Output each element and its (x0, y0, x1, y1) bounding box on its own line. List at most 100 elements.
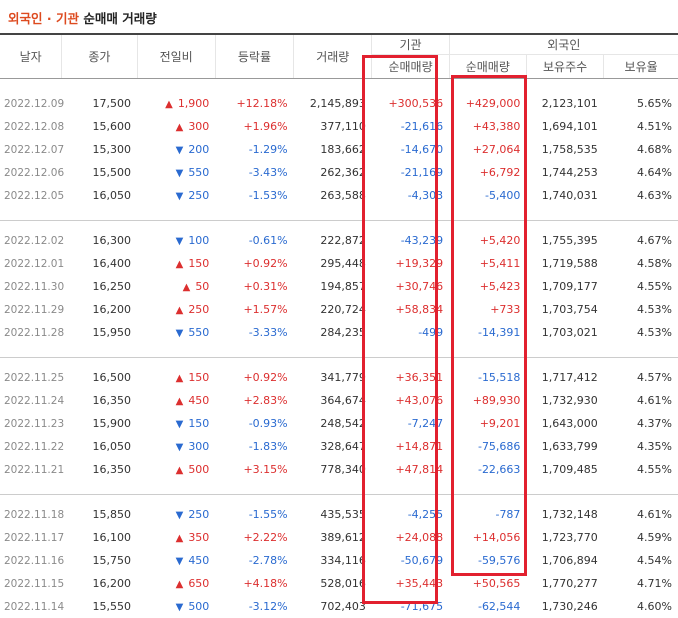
cell-hold-ratio: 4.55% (637, 463, 672, 476)
header-foreign: 외국인 (449, 34, 678, 55)
table-row: 2022.12.09 17,500 ▲ 1,900 +12.18% 2,145,893 +3… (0, 92, 678, 115)
cell-inst-net: -21,169 (400, 166, 444, 179)
header-close: 종가 (61, 34, 138, 79)
cell-date: 2022.11.30 (4, 280, 65, 293)
header-volume: 거래량 (293, 34, 373, 79)
table-row: 2022.12.08 15,600 ▲ 300 +1.96% 377,110 -21,616… (0, 115, 678, 138)
cell-change: ▲ 650 (137, 572, 215, 595)
cell-foreign-net: +5,423 (479, 280, 521, 293)
cell-hold-ratio: 4.53% (637, 303, 672, 316)
cell-change-value: 350 (188, 531, 210, 544)
cell-volume: 248,542 (320, 417, 366, 430)
cell-inst-net: -14,670 (400, 143, 444, 156)
cell-holdings: 1,744,253 (541, 166, 598, 179)
cell-volume: 295,448 (320, 257, 366, 270)
header-foreign-net: 순매매량 (449, 54, 527, 79)
header-date: 날자 (0, 34, 63, 79)
table-row: 2022.11.21 16,350 ▲ 500 +3.15% 778,340 +47,814… (0, 458, 678, 481)
cell-change: ▼ 450 (137, 549, 215, 572)
cell-close: 15,750 (92, 554, 132, 567)
cell-date: 2022.12.06 (4, 166, 65, 179)
cell-date: 2022.11.25 (4, 371, 65, 384)
cell-foreign-net: +5,411 (479, 257, 521, 270)
cell-holdings: 1,732,930 (541, 394, 598, 407)
up-triangle-icon: ▲ (175, 373, 184, 384)
cell-change: ▲ 50 (137, 275, 215, 298)
cell-rate: -1.83% (248, 440, 288, 453)
cell-change-value: 250 (188, 189, 210, 202)
header-hold-ratio: 보유율 (603, 54, 678, 79)
header-rate: 등락률 (215, 34, 295, 79)
cell-close: 16,200 (92, 577, 132, 590)
cell-inst-net: -7,247 (407, 417, 444, 430)
cell-inst-net: +58,834 (395, 303, 444, 316)
cell-rate: +0.92% (243, 257, 288, 270)
row-spacer (0, 344, 678, 358)
cell-foreign-net: +6,792 (479, 166, 521, 179)
cell-change-value: 650 (188, 577, 210, 590)
cell-holdings: 1,717,412 (541, 371, 598, 384)
cell-holdings: 2,123,101 (541, 97, 598, 110)
cell-foreign-net: +43,380 (472, 120, 521, 133)
cell-change: ▼ 250 (137, 503, 215, 526)
cell-inst-net: +36,351 (395, 371, 444, 384)
cell-rate: -3.12% (248, 600, 288, 613)
header-institution: 기관 (371, 34, 450, 55)
title-dot: · (46, 11, 52, 26)
cell-hold-ratio: 4.64% (637, 166, 672, 179)
cell-rate: +1.96% (243, 120, 288, 133)
cell-rate: -0.61% (248, 234, 288, 247)
cell-change: ▼ 150 (137, 412, 215, 435)
cell-date: 2022.11.15 (4, 577, 65, 590)
cell-close: 15,850 (92, 508, 132, 521)
cell-date: 2022.11.21 (4, 463, 65, 476)
cell-change-value: 200 (188, 143, 210, 156)
up-triangle-icon: ▲ (175, 305, 184, 316)
down-triangle-icon: ▼ (175, 442, 184, 453)
cell-change-value: 1,900 (177, 97, 210, 110)
cell-inst-net: -499 (418, 326, 444, 339)
cell-inst-net: +19,329 (395, 257, 444, 270)
cell-holdings: 1,703,021 (541, 326, 598, 339)
cell-rate: +4.18% (243, 577, 288, 590)
cell-close: 16,500 (92, 371, 132, 384)
cell-date: 2022.11.16 (4, 554, 65, 567)
cell-change: ▲ 450 (137, 389, 215, 412)
cell-foreign-net: -22,663 (477, 463, 521, 476)
cell-hold-ratio: 4.63% (637, 189, 672, 202)
cell-change: ▲ 250 (137, 298, 215, 321)
row-spacer (0, 495, 678, 504)
cell-rate: +0.92% (243, 371, 288, 384)
row-spacer (0, 207, 678, 221)
table-row: 2022.11.18 15,850 ▼ 250 -1.55% 435,535 -4,255 -… (0, 503, 678, 526)
down-triangle-icon: ▼ (175, 168, 184, 179)
cell-close: 16,350 (92, 394, 132, 407)
cell-volume: 528,016 (320, 577, 366, 590)
cell-change-value: 250 (188, 508, 210, 521)
up-triangle-icon: ▲ (182, 282, 191, 293)
cell-close: 15,500 (92, 166, 132, 179)
cell-foreign-net: +733 (490, 303, 521, 316)
cell-hold-ratio: 4.68% (637, 143, 672, 156)
cell-change: ▼ 550 (137, 161, 215, 184)
cell-foreign-net: -787 (495, 508, 521, 521)
cell-close: 17,500 (92, 97, 132, 110)
cell-holdings: 1,694,101 (541, 120, 598, 133)
table-row: 2022.11.25 16,500 ▲ 150 +0.92% 341,779 +36,351… (0, 366, 678, 389)
cell-change-value: 150 (188, 257, 210, 270)
cell-rate: -1.29% (248, 143, 288, 156)
cell-close: 16,200 (92, 303, 132, 316)
cell-close: 15,300 (92, 143, 132, 156)
table-row: 2022.11.22 16,050 ▼ 300 -1.83% 328,647 +14,871… (0, 435, 678, 458)
cell-close: 15,900 (92, 417, 132, 430)
cell-rate: -1.53% (248, 189, 288, 202)
cell-close: 16,400 (92, 257, 132, 270)
cell-volume: 284,235 (320, 326, 366, 339)
cell-close: 15,950 (92, 326, 132, 339)
cell-holdings: 1,709,177 (541, 280, 598, 293)
cell-hold-ratio: 4.37% (637, 417, 672, 430)
cell-holdings: 1,723,770 (541, 531, 598, 544)
cell-holdings: 1,732,148 (541, 508, 598, 521)
up-triangle-icon: ▲ (165, 99, 173, 110)
cell-foreign-net: -62,544 (477, 600, 521, 613)
